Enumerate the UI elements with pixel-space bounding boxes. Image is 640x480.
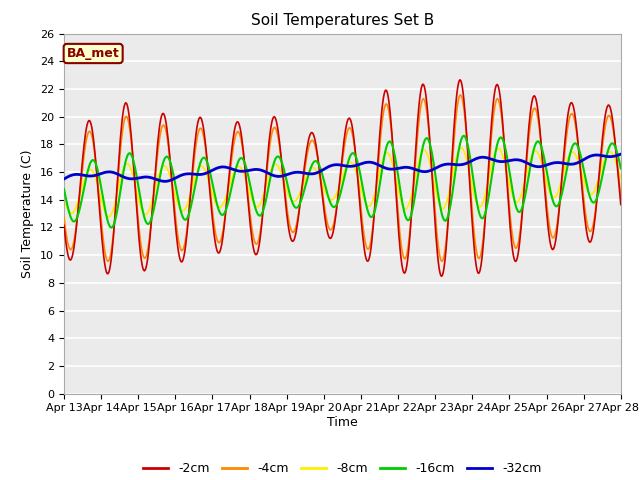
- X-axis label: Time: Time: [327, 416, 358, 429]
- Y-axis label: Soil Temperature (C): Soil Temperature (C): [22, 149, 35, 278]
- Text: BA_met: BA_met: [67, 47, 120, 60]
- Title: Soil Temperatures Set B: Soil Temperatures Set B: [251, 13, 434, 28]
- Legend: -2cm, -4cm, -8cm, -16cm, -32cm: -2cm, -4cm, -8cm, -16cm, -32cm: [138, 457, 547, 480]
